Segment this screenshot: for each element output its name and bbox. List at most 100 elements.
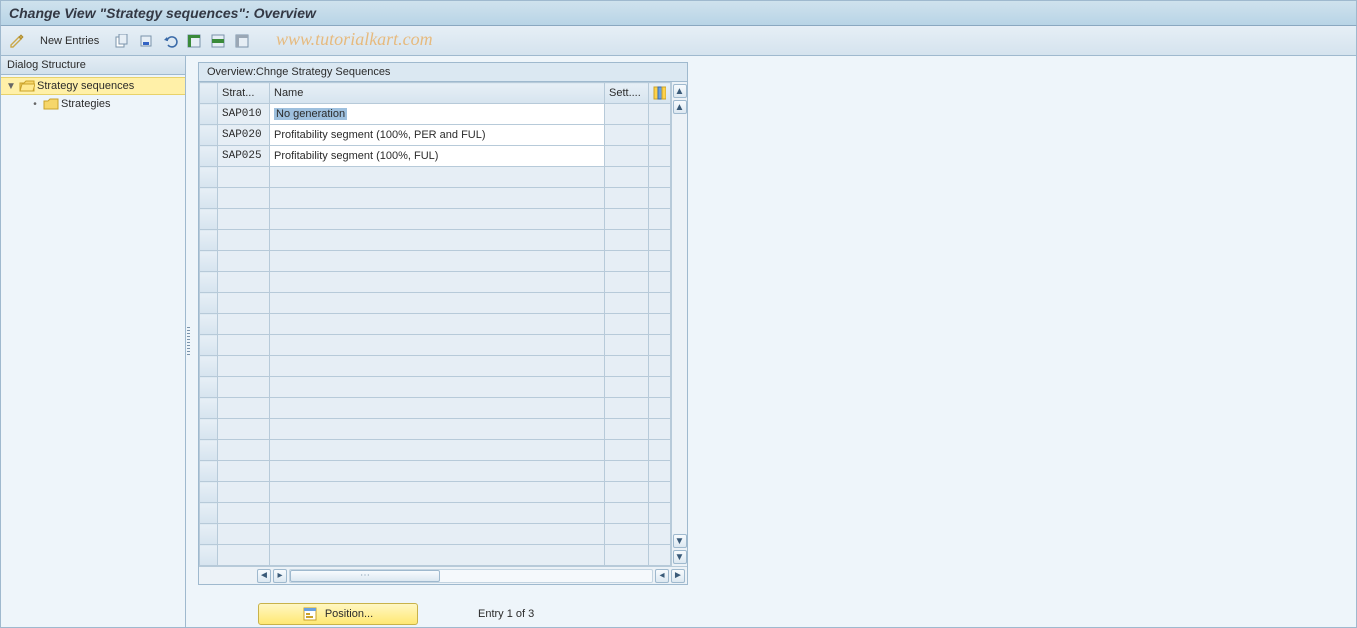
table-row[interactable] bbox=[200, 461, 671, 482]
tree-collapse-icon[interactable]: ▼ bbox=[5, 81, 17, 92]
cell-empty[interactable] bbox=[605, 356, 649, 377]
cell-empty[interactable] bbox=[649, 314, 671, 335]
cell-empty[interactable] bbox=[218, 440, 270, 461]
cell-empty[interactable] bbox=[605, 398, 649, 419]
cell-empty[interactable] bbox=[218, 377, 270, 398]
row-selector[interactable] bbox=[200, 545, 218, 566]
cell-empty[interactable] bbox=[218, 524, 270, 545]
cell-empty[interactable] bbox=[649, 419, 671, 440]
column-header-strat[interactable]: Strat... bbox=[218, 83, 270, 104]
cell-empty[interactable] bbox=[605, 314, 649, 335]
cell-empty[interactable] bbox=[218, 482, 270, 503]
row-selector[interactable] bbox=[200, 251, 218, 272]
cell-empty[interactable] bbox=[270, 440, 605, 461]
cell-empty[interactable] bbox=[218, 209, 270, 230]
cell-empty[interactable] bbox=[649, 230, 671, 251]
row-selector[interactable] bbox=[200, 209, 218, 230]
cell-empty[interactable] bbox=[270, 293, 605, 314]
deselect-all-icon[interactable] bbox=[232, 31, 252, 51]
new-entries-button[interactable]: New Entries bbox=[31, 32, 108, 50]
scroll-down-icon[interactable]: ▼ bbox=[673, 534, 687, 548]
row-selector[interactable] bbox=[200, 419, 218, 440]
toggle-display-change-icon[interactable] bbox=[7, 31, 27, 51]
cell-empty[interactable] bbox=[649, 545, 671, 566]
cell-empty[interactable] bbox=[218, 461, 270, 482]
cell-empty[interactable] bbox=[218, 230, 270, 251]
cell-empty[interactable] bbox=[605, 377, 649, 398]
table-row[interactable] bbox=[200, 398, 671, 419]
table-row[interactable] bbox=[200, 545, 671, 566]
cell-empty[interactable] bbox=[218, 503, 270, 524]
cell-sett[interactable] bbox=[605, 104, 649, 125]
cell-empty[interactable] bbox=[649, 167, 671, 188]
cell-empty[interactable] bbox=[649, 251, 671, 272]
cell-empty[interactable] bbox=[270, 209, 605, 230]
cell-empty[interactable] bbox=[218, 398, 270, 419]
cell-empty[interactable] bbox=[270, 251, 605, 272]
cell-empty[interactable] bbox=[218, 167, 270, 188]
scroll-up-icon[interactable]: ▲ bbox=[673, 100, 687, 114]
select-all-icon[interactable] bbox=[184, 31, 204, 51]
table-row[interactable]: SAP010No generation bbox=[200, 104, 671, 125]
cell-empty[interactable] bbox=[270, 188, 605, 209]
cell-empty[interactable] bbox=[218, 251, 270, 272]
cell-empty[interactable] bbox=[218, 335, 270, 356]
splitter-handle[interactable] bbox=[186, 56, 191, 627]
cell-strat[interactable]: SAP010 bbox=[218, 104, 270, 125]
cell-empty[interactable] bbox=[270, 419, 605, 440]
cell-empty[interactable] bbox=[270, 356, 605, 377]
cell-empty[interactable] bbox=[218, 272, 270, 293]
table-row[interactable] bbox=[200, 335, 671, 356]
cell-empty[interactable] bbox=[605, 188, 649, 209]
scroll-top-icon[interactable]: ▲ bbox=[673, 84, 687, 98]
delete-icon[interactable] bbox=[136, 31, 156, 51]
row-selector[interactable] bbox=[200, 230, 218, 251]
table-row[interactable]: SAP020Profitability segment (100%, PER a… bbox=[200, 125, 671, 146]
copy-as-icon[interactable] bbox=[112, 31, 132, 51]
table-row[interactable] bbox=[200, 377, 671, 398]
cell-name[interactable]: Profitability segment (100%, FUL) bbox=[270, 146, 605, 167]
position-button[interactable]: Position... bbox=[258, 603, 418, 625]
cell-empty[interactable] bbox=[605, 335, 649, 356]
select-block-icon[interactable] bbox=[208, 31, 228, 51]
table-row[interactable] bbox=[200, 209, 671, 230]
row-selector[interactable] bbox=[200, 104, 218, 125]
cell-empty[interactable] bbox=[218, 188, 270, 209]
column-header-name[interactable]: Name bbox=[270, 83, 605, 104]
cell-name[interactable]: Profitability segment (100%, PER and FUL… bbox=[270, 125, 605, 146]
row-selector[interactable] bbox=[200, 314, 218, 335]
cell-empty[interactable] bbox=[605, 440, 649, 461]
table-row[interactable] bbox=[200, 524, 671, 545]
table-row[interactable] bbox=[200, 503, 671, 524]
cell-empty[interactable] bbox=[605, 503, 649, 524]
cell-empty[interactable] bbox=[270, 545, 605, 566]
cell-empty[interactable] bbox=[649, 461, 671, 482]
tree-node-strategies[interactable]: • Strategies bbox=[1, 95, 185, 113]
cell-empty[interactable] bbox=[649, 209, 671, 230]
cell-empty[interactable] bbox=[649, 293, 671, 314]
row-selector[interactable] bbox=[200, 461, 218, 482]
row-selector[interactable] bbox=[200, 482, 218, 503]
table-row[interactable] bbox=[200, 482, 671, 503]
scroll-right-end-icon[interactable]: ► bbox=[671, 569, 685, 583]
undo-change-icon[interactable] bbox=[160, 31, 180, 51]
cell-empty[interactable] bbox=[649, 188, 671, 209]
cell-empty[interactable] bbox=[270, 377, 605, 398]
cell-empty[interactable] bbox=[270, 524, 605, 545]
table-row[interactable] bbox=[200, 230, 671, 251]
column-header-sett[interactable]: Sett.... bbox=[605, 83, 649, 104]
select-all-column-header[interactable] bbox=[200, 83, 218, 104]
cell-empty[interactable] bbox=[270, 398, 605, 419]
row-selector[interactable] bbox=[200, 356, 218, 377]
cell-strat[interactable]: SAP025 bbox=[218, 146, 270, 167]
cell-empty[interactable] bbox=[270, 167, 605, 188]
cell-empty[interactable] bbox=[605, 272, 649, 293]
table-row[interactable] bbox=[200, 419, 671, 440]
cell-sett[interactable] bbox=[605, 125, 649, 146]
table-row[interactable] bbox=[200, 293, 671, 314]
row-selector[interactable] bbox=[200, 293, 218, 314]
hscroll-track[interactable]: ⋯ bbox=[289, 569, 653, 583]
cell-empty[interactable] bbox=[218, 356, 270, 377]
cell-empty[interactable] bbox=[605, 230, 649, 251]
cell-empty[interactable] bbox=[605, 167, 649, 188]
